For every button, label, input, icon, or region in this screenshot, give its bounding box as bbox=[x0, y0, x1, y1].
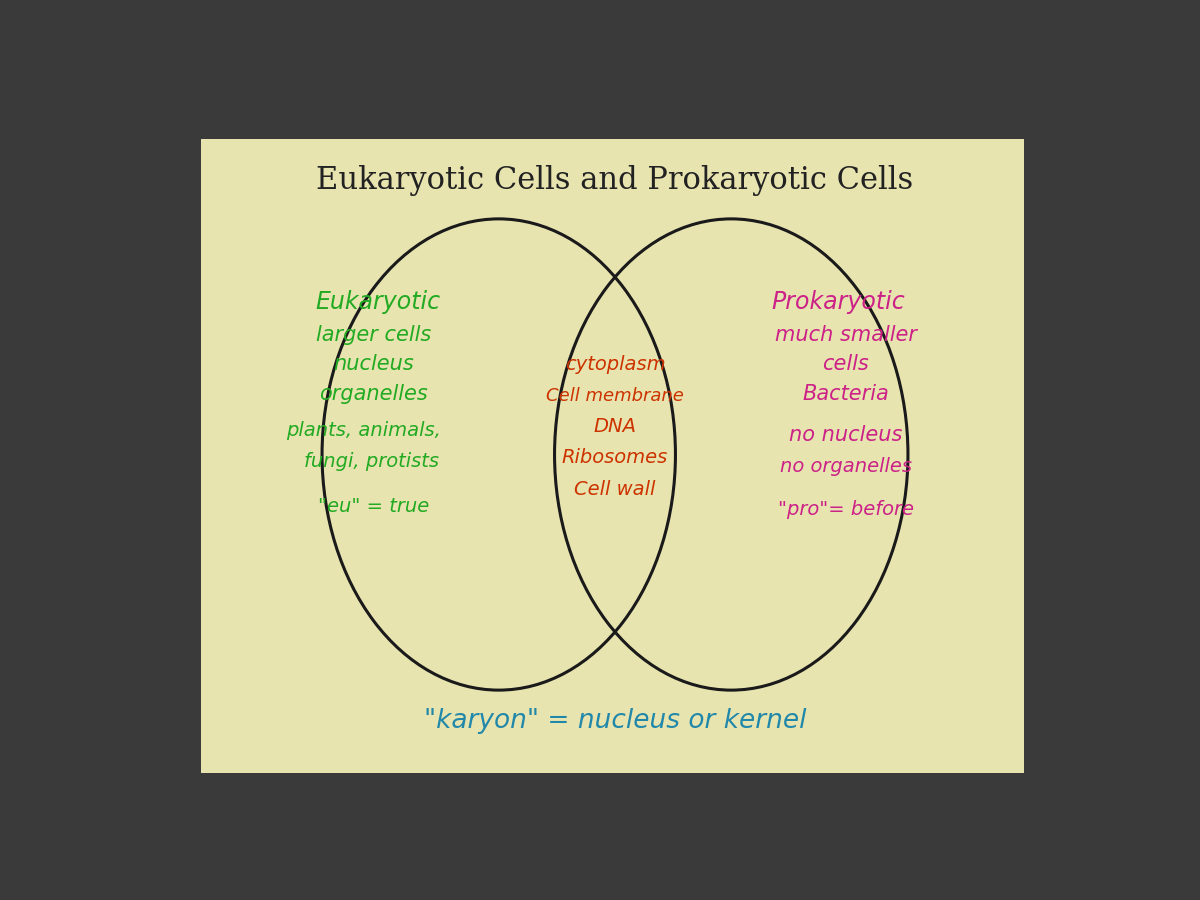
Text: no nucleus: no nucleus bbox=[788, 425, 902, 446]
Text: plants, animals,: plants, animals, bbox=[287, 420, 442, 440]
Text: Ribosomes: Ribosomes bbox=[562, 448, 668, 467]
Text: Cell membrane: Cell membrane bbox=[546, 387, 684, 405]
Text: Eukaryotic Cells and Prokaryotic Cells: Eukaryotic Cells and Prokaryotic Cells bbox=[317, 166, 913, 196]
Text: Cell wall: Cell wall bbox=[575, 480, 655, 499]
Text: "pro"= before: "pro"= before bbox=[778, 500, 913, 519]
Text: cells: cells bbox=[822, 355, 869, 374]
Text: "karyon" = nucleus or kernel: "karyon" = nucleus or kernel bbox=[424, 708, 806, 734]
Text: no organelles: no organelles bbox=[780, 457, 912, 476]
Text: fungi, protists: fungi, protists bbox=[304, 452, 439, 471]
Text: cytoplasm: cytoplasm bbox=[565, 355, 665, 374]
Text: organelles: organelles bbox=[319, 383, 427, 403]
Text: DNA: DNA bbox=[594, 418, 636, 436]
Text: "eu" = true: "eu" = true bbox=[318, 497, 428, 516]
Text: Prokaryotic: Prokaryotic bbox=[772, 290, 905, 314]
Text: nucleus: nucleus bbox=[332, 355, 414, 374]
Text: much smaller: much smaller bbox=[775, 325, 917, 346]
FancyBboxPatch shape bbox=[202, 140, 1025, 773]
Text: Bacteria: Bacteria bbox=[803, 383, 889, 403]
Text: larger cells: larger cells bbox=[316, 325, 431, 346]
Text: Eukaryotic: Eukaryotic bbox=[316, 290, 440, 314]
